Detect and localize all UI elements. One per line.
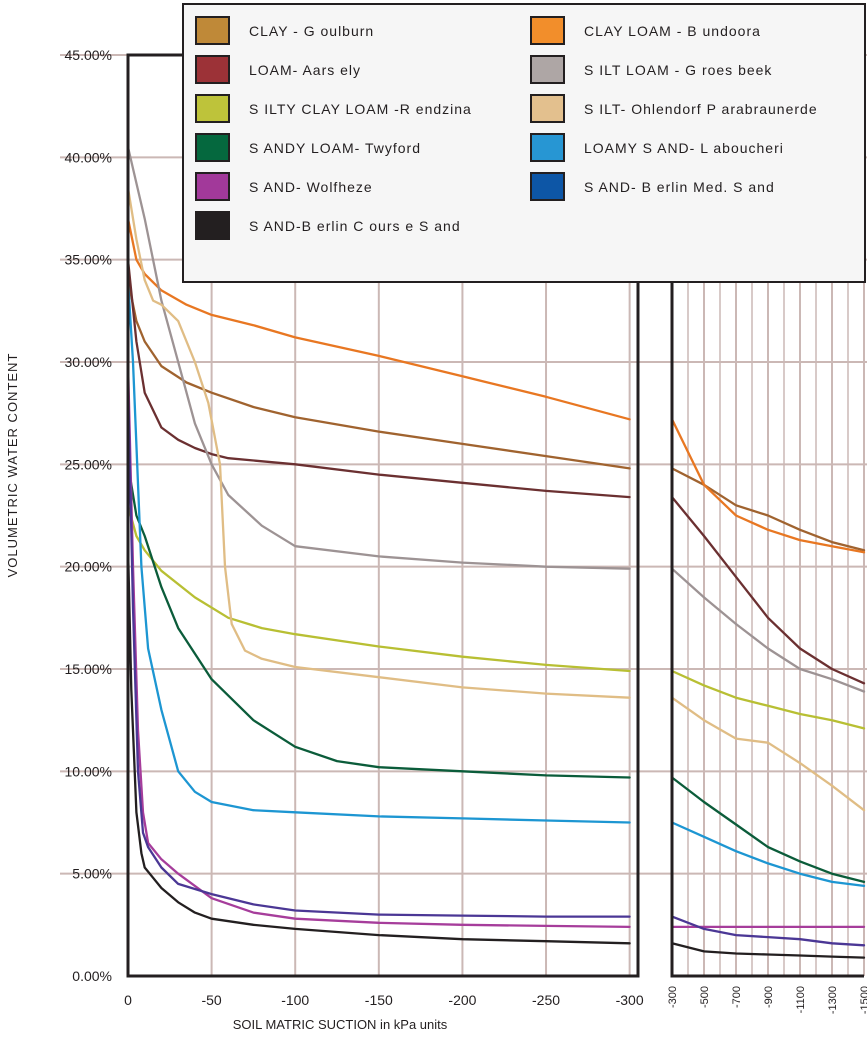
series-line bbox=[126, 186, 866, 812]
series-line bbox=[126, 145, 866, 693]
series-line bbox=[126, 504, 866, 730]
series-line-main-panel bbox=[126, 381, 631, 918]
x-tick-label: -700 bbox=[731, 986, 743, 1008]
legend-label: S AND- Wolfheze bbox=[249, 179, 373, 195]
legend-swatch bbox=[195, 16, 230, 45]
legend: CLAY - G oulburn CLAY LOAM - B undoora LOA… bbox=[182, 3, 866, 283]
y-tick-label: 30.00% bbox=[65, 354, 112, 370]
legend-label: S ILT LOAM - G roes beek bbox=[584, 62, 772, 78]
legend-entry: LOAMY S AND- L aboucheri bbox=[530, 133, 784, 162]
y-tick-label: 15.00% bbox=[65, 661, 112, 677]
series-line-extension-panel bbox=[670, 418, 866, 554]
extension-plot-frame bbox=[670, 55, 864, 978]
x-tick-label: -1100 bbox=[795, 986, 807, 1013]
series-line-extension-panel bbox=[670, 776, 866, 884]
x-tick-label: -250 bbox=[532, 992, 560, 1008]
series-line-extension-panel bbox=[670, 495, 866, 685]
x-axis-label: SOIL MATRIC SUCTION in kPa units bbox=[233, 1017, 448, 1032]
legend-swatch bbox=[195, 55, 230, 84]
series-line-extension-panel bbox=[670, 567, 866, 693]
x-tick-label: -900 bbox=[763, 986, 775, 1008]
series-line bbox=[126, 381, 866, 947]
series-line-main-panel bbox=[126, 145, 631, 570]
legend-label: LOAMY S AND- L aboucheri bbox=[584, 140, 784, 156]
legend-label: CLAY LOAM - B undoora bbox=[584, 23, 761, 39]
series-line-extension-panel bbox=[670, 669, 866, 730]
series-line bbox=[126, 463, 866, 884]
series-line bbox=[126, 360, 866, 929]
y-tick-label: 5.00% bbox=[72, 866, 112, 882]
y-tick-label: 0.00% bbox=[72, 968, 112, 984]
x-tick-label: -1300 bbox=[827, 986, 839, 1014]
series-line-main-panel bbox=[126, 360, 631, 929]
legend-label: S ILTY CLAY LOAM -R endzina bbox=[249, 101, 472, 117]
series-line-main-panel bbox=[126, 258, 631, 499]
legend-swatch bbox=[530, 172, 565, 201]
legend-label: S AND- B erlin Med. S and bbox=[584, 179, 775, 195]
legend-swatch bbox=[195, 133, 230, 162]
y-tick-label: 20.00% bbox=[65, 559, 112, 575]
x-tick-label: -150 bbox=[365, 992, 393, 1008]
y-tick-label: 10.00% bbox=[65, 763, 112, 779]
legend-entry: CLAY - G oulburn bbox=[195, 16, 374, 45]
x-axis-ticks: 0 -50 -100 -150 -200 -250 -300 -300 -500 -700 -900… bbox=[124, 986, 867, 1014]
series-line bbox=[126, 258, 866, 685]
legend-entry: CLAY LOAM - B undoora bbox=[530, 16, 761, 45]
y-tick-label: 40.00% bbox=[65, 149, 112, 165]
legend-entry: S AND-B erlin C ours e S and bbox=[195, 211, 461, 240]
y-tick-label: 45.00% bbox=[65, 47, 112, 63]
series-line-main-panel bbox=[126, 463, 631, 779]
legend-entry: S AND- B erlin Med. S and bbox=[530, 172, 775, 201]
legend-swatch bbox=[195, 94, 230, 123]
series-line-main-panel bbox=[126, 278, 631, 824]
legend-box bbox=[182, 3, 866, 283]
x-tick-label: -50 bbox=[201, 992, 221, 1008]
series-line-main-panel bbox=[126, 278, 631, 470]
y-axis-ticks: 0.00% 5.00% 10.00% 15.00% 20.00% 25.00% 30.00%… bbox=[65, 47, 112, 984]
y-tick-label: 25.00% bbox=[65, 456, 112, 472]
series-line-extension-panel bbox=[670, 942, 866, 959]
legend-swatch bbox=[195, 172, 230, 201]
legend-entry: S ILT LOAM - G roes beek bbox=[530, 55, 772, 84]
x-tick-label: -300 bbox=[616, 992, 644, 1008]
series-line-main-panel bbox=[126, 545, 631, 945]
x-tick-label: -500 bbox=[699, 986, 711, 1008]
legend-entry: S ILTY CLAY LOAM -R endzina bbox=[195, 94, 472, 123]
series-line-main-panel bbox=[126, 504, 631, 673]
legend-swatch bbox=[530, 133, 565, 162]
legend-entry: S ANDY LOAM- Twyford bbox=[195, 133, 421, 162]
legend-swatch bbox=[530, 94, 565, 123]
x-tick-label: -200 bbox=[448, 992, 476, 1008]
y-tick-label: 35.00% bbox=[65, 252, 112, 268]
x-tick-label: -100 bbox=[281, 992, 309, 1008]
legend-label: CLAY - G oulburn bbox=[249, 23, 374, 39]
legend-label: S ANDY LOAM- Twyford bbox=[249, 140, 421, 156]
legend-entry: S AND- Wolfheze bbox=[195, 172, 373, 201]
x-tick-label: 0 bbox=[124, 992, 132, 1008]
legend-swatch bbox=[195, 211, 230, 240]
legend-entry: LOAM- Aars ely bbox=[195, 55, 361, 84]
legend-label: S ILT- Ohlendorf P arabraunerde bbox=[584, 101, 818, 117]
series-line-extension-panel bbox=[670, 915, 866, 947]
series-line bbox=[126, 278, 866, 888]
y-axis-label: VOLUMETRIC WATER CONTENT bbox=[5, 353, 20, 578]
x-tick-label: -300 bbox=[667, 986, 679, 1008]
x-tick-label: -1500 bbox=[859, 986, 867, 1014]
legend-swatch bbox=[530, 55, 565, 84]
series-lines bbox=[126, 145, 866, 959]
legend-swatch bbox=[530, 16, 565, 45]
series-line-extension-panel bbox=[670, 821, 866, 888]
series-line-extension-panel bbox=[670, 696, 866, 812]
series-line bbox=[126, 545, 866, 959]
legend-label: LOAM- Aars ely bbox=[249, 62, 361, 78]
legend-entry: S ILT- Ohlendorf P arabraunerde bbox=[530, 94, 818, 123]
legend-label: S AND-B erlin C ours e S and bbox=[249, 218, 461, 234]
series-line-main-panel bbox=[126, 186, 631, 699]
